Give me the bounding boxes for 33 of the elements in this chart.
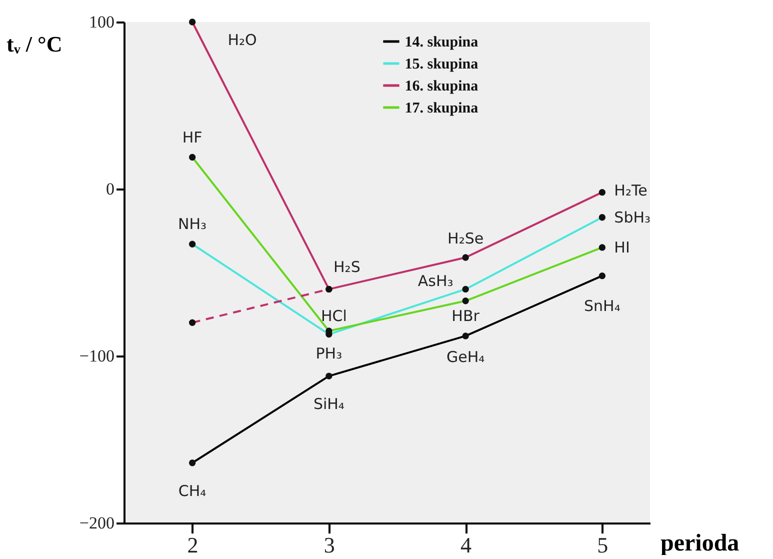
annotation: SnH₄ bbox=[584, 296, 620, 315]
annotation: H₂O bbox=[228, 31, 257, 49]
legend-label: 17. skupina bbox=[404, 100, 479, 116]
point bbox=[598, 272, 606, 280]
y-tick-label: −100 bbox=[79, 346, 114, 366]
annotation: GeH₄ bbox=[446, 348, 485, 366]
annotation: HI bbox=[614, 238, 630, 256]
y-tick-label: 100 bbox=[89, 12, 114, 32]
annotation: H₂Te bbox=[614, 181, 648, 200]
y-tick-label: −200 bbox=[79, 514, 114, 532]
annotation: PH₃ bbox=[316, 344, 342, 362]
point bbox=[462, 332, 469, 340]
annotation: CH₄ bbox=[178, 482, 206, 500]
annotation: HF bbox=[182, 128, 202, 146]
annotation: AsH₃ bbox=[418, 272, 454, 290]
legend-label: 15. skupina bbox=[404, 56, 479, 72]
x-tick-label: 3 bbox=[324, 532, 335, 558]
x-tick-label: 4 bbox=[460, 532, 472, 558]
x-tick-label: 5 bbox=[597, 532, 608, 558]
legend-label: 16. skupina bbox=[404, 78, 479, 94]
y-axis-title: tᵥ / °C bbox=[6, 32, 62, 56]
annotation: NH₃ bbox=[178, 215, 207, 234]
annotation: HBr bbox=[452, 306, 480, 325]
annotation: H₂S bbox=[334, 258, 360, 276]
annotation: SbH₃ bbox=[614, 208, 651, 226]
annotation: HCl bbox=[320, 306, 347, 325]
annotation: SiH₄ bbox=[313, 395, 344, 414]
y-tick-label: 0 bbox=[106, 180, 114, 198]
legend-label: 14. skupina bbox=[404, 34, 479, 50]
x-tick-label: 2 bbox=[187, 532, 198, 558]
point bbox=[188, 460, 196, 466]
point bbox=[326, 372, 332, 380]
annotation: H₂Se bbox=[448, 229, 484, 248]
